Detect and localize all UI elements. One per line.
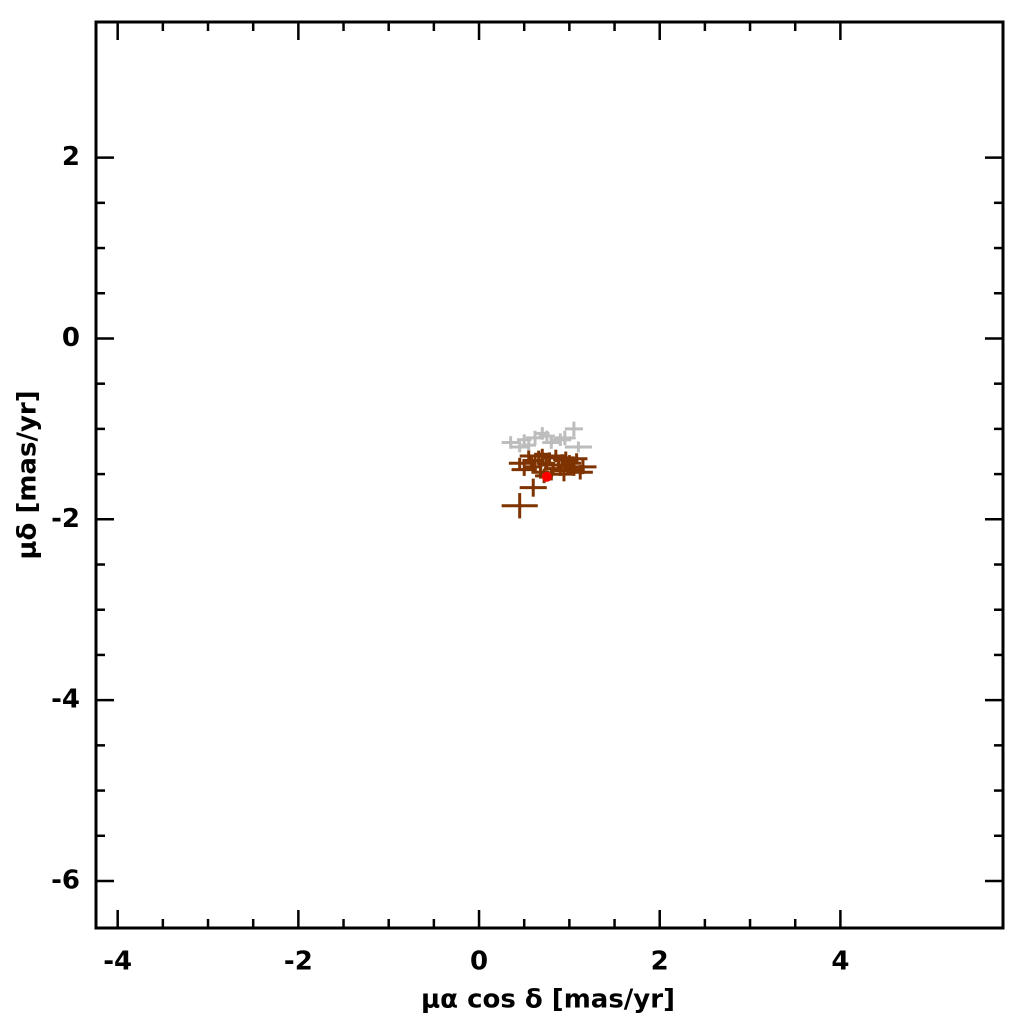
- point: [522, 467, 527, 472]
- point: [544, 434, 549, 439]
- x-tick-label: 4: [831, 947, 849, 977]
- y-tick-label: -6: [51, 865, 80, 895]
- point: [576, 444, 581, 449]
- x-tick-label: 2: [651, 947, 669, 977]
- point: [508, 440, 513, 445]
- point: [540, 431, 545, 436]
- point: [536, 454, 541, 459]
- x-axis-label: μα cos δ [mas/yr]: [421, 985, 675, 1015]
- point: [517, 503, 522, 508]
- point: [541, 471, 552, 482]
- point: [522, 437, 527, 442]
- point: [533, 435, 538, 440]
- point: [556, 463, 561, 468]
- x-tick-label: -4: [103, 947, 132, 977]
- point: [549, 440, 554, 445]
- point: [529, 458, 534, 463]
- point: [563, 455, 568, 460]
- point: [578, 470, 583, 475]
- point: [562, 435, 567, 440]
- point: [526, 454, 531, 459]
- y-axis-label: μδ [mas/yr]: [13, 390, 43, 559]
- point: [574, 456, 579, 461]
- point: [543, 461, 548, 466]
- x-tick-label: -2: [284, 947, 313, 977]
- y-tick-label: 2: [62, 142, 80, 172]
- point: [517, 444, 522, 449]
- point: [538, 470, 543, 475]
- y-tick-label: 0: [62, 323, 80, 353]
- y-tick-label: -2: [51, 504, 80, 534]
- point: [517, 461, 522, 466]
- y-tick-label: -4: [51, 685, 80, 715]
- x-tick-label: 0: [470, 947, 488, 977]
- point: [531, 485, 536, 490]
- point: [571, 426, 576, 431]
- point: [580, 464, 585, 469]
- point: [561, 472, 566, 477]
- point: [570, 461, 575, 466]
